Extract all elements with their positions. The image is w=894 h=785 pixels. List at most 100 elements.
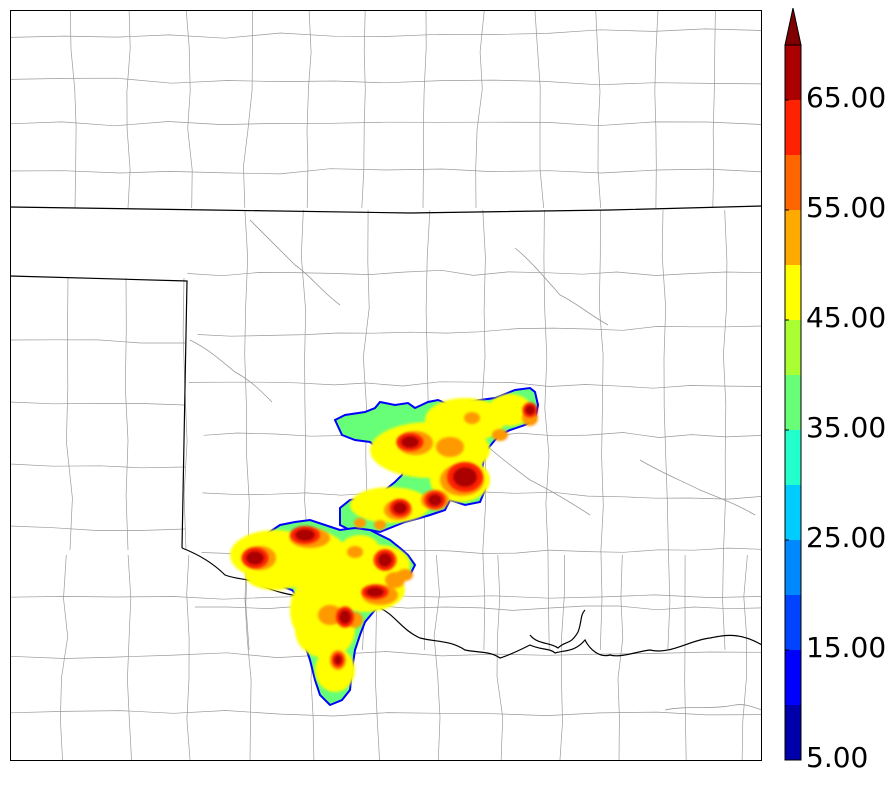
colorbar-bin [785,45,801,100]
county-line [187,269,762,277]
echo-core-darkred [525,405,535,415]
echo-patch-orange [354,518,366,528]
echo-core-darkred [453,467,477,487]
county-line [433,554,441,761]
radar-map [10,10,762,761]
echo-patch-orange [436,437,464,457]
river-west [189,339,273,403]
county-line [712,10,716,209]
county-line [684,554,687,761]
map-frame [10,10,762,761]
echo-core-darkred [401,436,419,448]
map-canvas [10,10,762,761]
colorbar-frame [784,44,802,761]
county-line [197,325,762,337]
county-line [188,381,762,389]
colorbar-tick-label: 25.00 [806,521,887,554]
county-line [306,10,312,209]
colorbar-bin [785,320,801,375]
river-east [639,459,756,516]
colorbar-bin [785,595,801,650]
echo-core-darkred [334,655,342,665]
county-line [66,277,73,551]
county-line [10,77,762,86]
county-line [126,10,131,209]
county-line [124,277,129,551]
county-line [10,651,762,659]
colorbar-tick-label: 65.00 [806,81,887,114]
county-line [10,463,186,469]
state-boundaries [10,205,762,659]
county-line [182,277,188,551]
county-line [244,554,252,761]
county-line [654,10,659,209]
red-river-border [181,547,762,659]
map-background [10,10,762,761]
echo-core-darkred [366,587,384,597]
colorbar-tick-label: 45.00 [806,301,887,334]
colorbar-bin [785,430,801,485]
county-line [186,554,191,761]
echo-patch-orange [347,546,363,558]
county-line [243,10,254,209]
county-line [10,28,762,39]
county-line [595,10,602,209]
colorbar-bin [785,155,801,210]
county-line [741,554,748,761]
county-line [722,209,728,651]
county-line [661,209,671,651]
colorbar-bin [785,705,801,760]
colorbar-bin [785,540,801,595]
county-line [10,168,762,175]
county-line [10,401,186,406]
echo-patch-yellow [290,580,330,640]
colorbar-bin [785,650,801,705]
echo-core-darkred [295,529,315,541]
echo-core-darkred [246,551,264,565]
colorbar-bin [785,265,801,320]
echo-core-darkred [428,494,442,506]
county-line [60,554,69,761]
echo-patch-orange [397,569,413,581]
county-line [10,339,185,344]
colorbar-tick-label: 15.00 [806,631,887,664]
echo-core-darkred [339,610,351,624]
county-line [496,554,504,761]
county-line [422,10,427,209]
county-line [543,209,550,651]
county-line [475,10,485,209]
river-north [249,219,341,306]
echo-patch-orange [492,429,508,441]
county-line [617,554,624,761]
colorbar-bin [785,375,801,430]
red-river-branch [529,609,586,649]
colorbar-tick-label: 5.00 [806,741,869,774]
county-line [10,525,186,531]
echo-patch-orange [374,520,386,530]
colorbar-bin [785,100,801,155]
county-boundaries [10,10,762,761]
colorbar-extend-arrow [785,8,801,45]
county-line [127,554,132,761]
precipitation-field [230,386,540,707]
county-line [598,209,604,651]
intense-echo-cores [241,402,538,668]
river-northeast [514,247,609,326]
county-line [69,10,77,209]
colorbar: 5.00 15.00 25.00 35.00 45.00 55.00 65.00 [783,8,891,772]
colorbar-tick-label: 35.00 [806,411,887,444]
county-line [185,10,193,209]
county-line [10,710,762,717]
colorbar-bin [785,210,801,265]
echo-core-darkred [393,502,407,514]
county-line [559,554,565,761]
echo-patch-yellow [488,394,532,426]
echo-patch-orange [464,412,480,424]
county-line [361,10,366,209]
echo-patch-orange [318,605,342,625]
panhandle-border [10,275,188,549]
echo-core-darkred [378,553,392,567]
colorbar-scale [784,8,802,761]
river-southeast [664,704,762,711]
colorbar-bin [785,485,801,540]
